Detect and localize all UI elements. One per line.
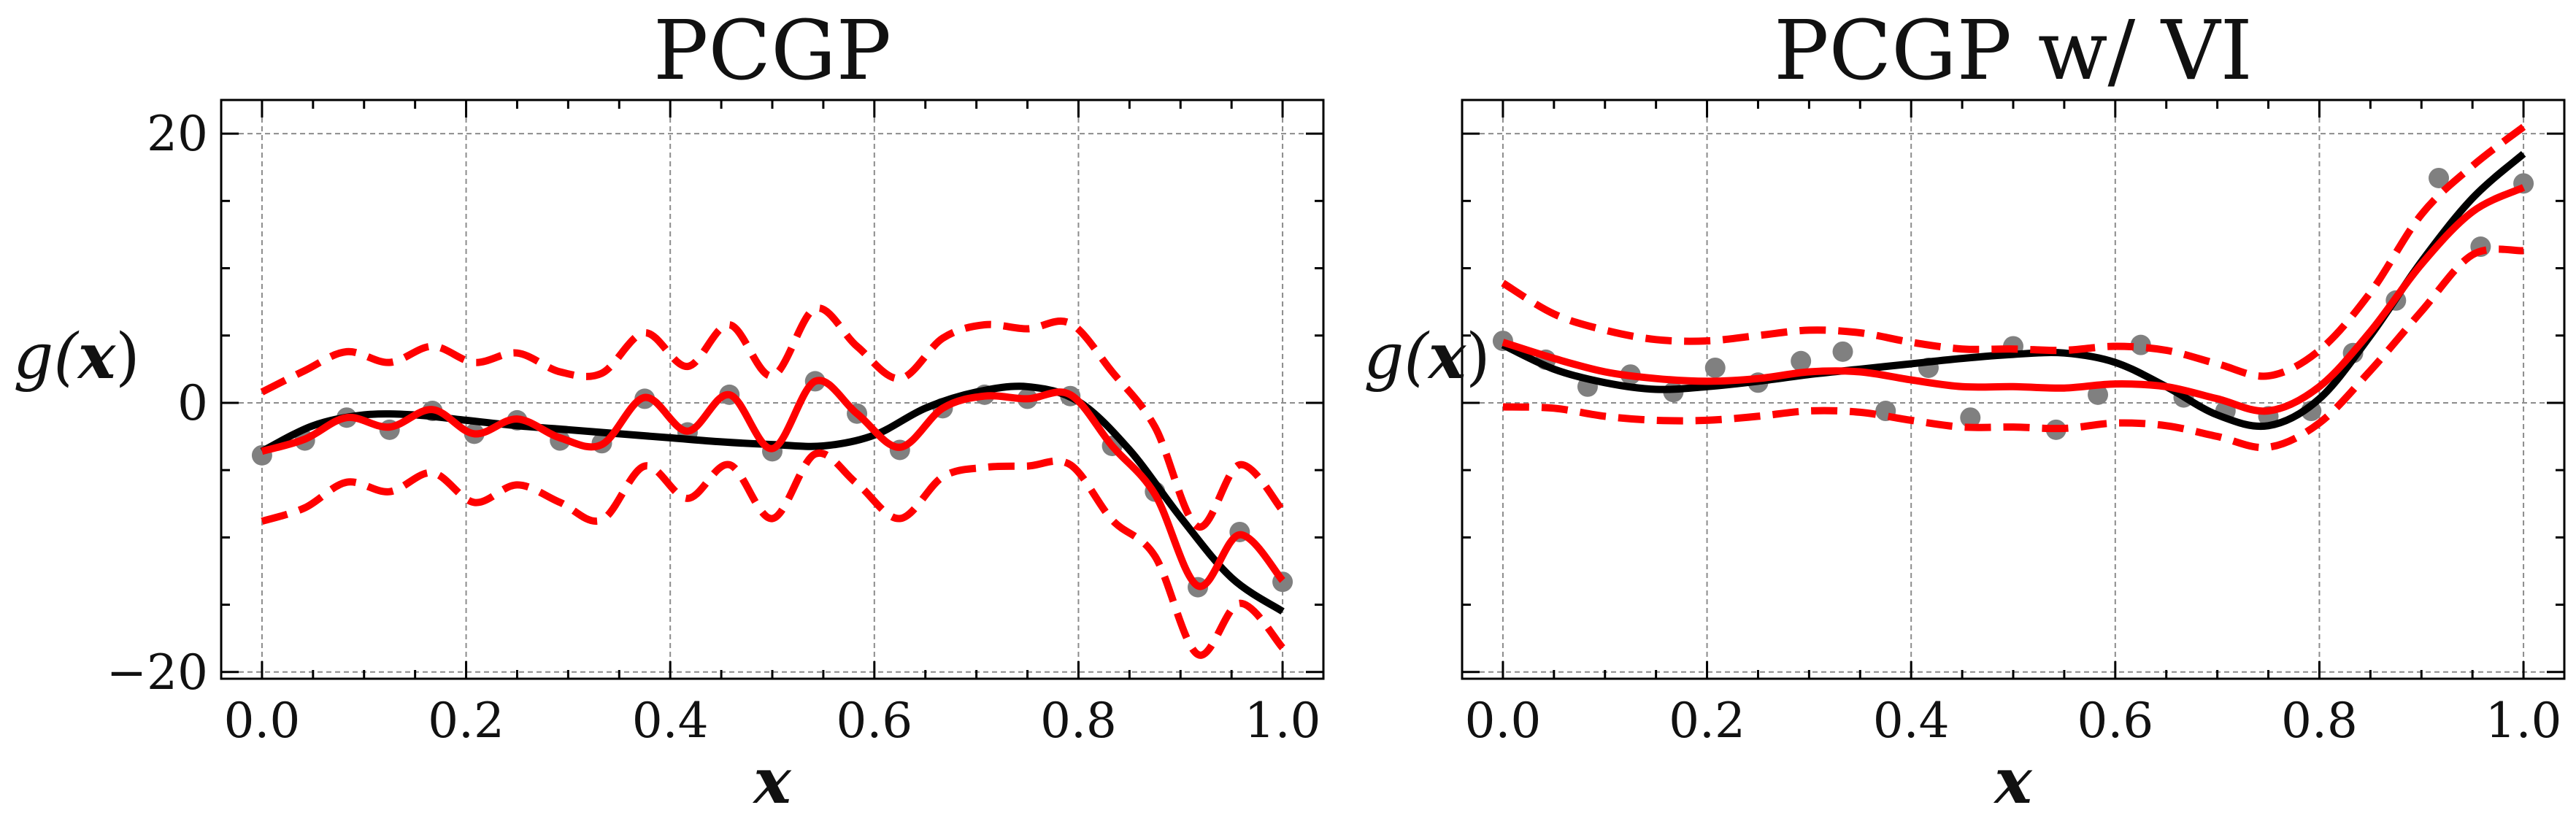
predicted-mean-line [261,377,1285,590]
y-axis-label-function: g( [1364,320,1430,393]
x-tick-label: 0.6 [836,693,912,749]
observation-point [1791,350,1812,371]
grid [1462,100,2564,679]
y-tick-label: 20 [147,106,208,162]
upper-interval-line [260,304,1285,531]
y-axis-label: g(x) [13,320,139,393]
x-tick-label: 0.2 [428,693,504,749]
x-tick-label: 0.8 [1040,693,1117,749]
x-tick-label: 1.0 [2485,693,2562,749]
chart-title: PCGP [653,4,891,99]
y-axis-label: g(x) [1364,320,1490,393]
x-tick-label: 0.4 [632,693,709,749]
x-axis-label: x [752,744,792,818]
grid [221,100,1323,679]
plot-data [1492,123,2534,452]
y-axis-label-variable: x [1427,320,1467,393]
y-tick-label: −20 [107,644,208,701]
ticks [221,100,1323,679]
y-tick-label: 0 [177,375,208,431]
chart-title: PCGP w/ VI [1774,4,2253,99]
observation-point [1704,357,1726,378]
observation-point [2088,384,2109,405]
y-axis-label-variable: x [77,320,117,393]
x-tick-label: 0.4 [1873,693,1950,749]
observation-point [1960,407,1981,428]
plot-data [251,304,1293,659]
y-axis-label-close: ) [1466,320,1491,393]
observation-point [1832,341,1853,362]
x-tick-label: 0.0 [1464,693,1541,749]
y-axis-label-close: ) [115,320,140,393]
plot-frame [220,99,1325,680]
x-tick-label: 0.8 [2281,693,2358,749]
y-axis-label-function: g( [13,320,80,393]
x-tick-label: 1.0 [1245,693,1321,749]
lower-interval-line [261,449,1285,659]
ticks [1462,100,2564,679]
observation-point [2429,167,2450,188]
x-tick-label: 0.2 [1669,693,1745,749]
predicted-mean-line [1502,184,2526,415]
lower-interval-line [1502,245,2524,452]
x-tick-label: 0.0 [223,693,300,749]
x-axis-label: x [1993,744,2033,818]
x-tick-label: 0.6 [2077,693,2153,749]
true-function-line [260,382,1285,615]
